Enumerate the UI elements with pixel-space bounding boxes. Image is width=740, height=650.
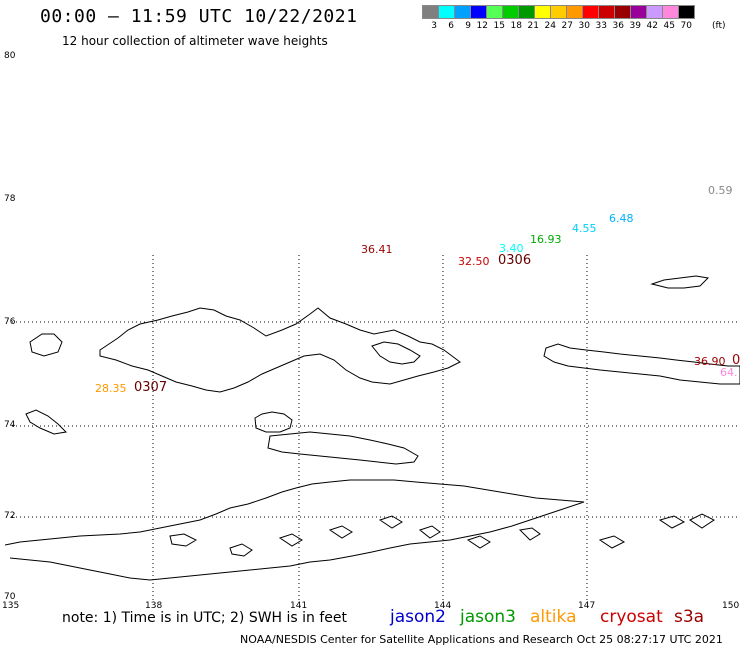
- scale-label: 45: [663, 21, 675, 31]
- satellite-legend-s3a: s3a: [674, 607, 705, 627]
- scale-label: 24: [544, 21, 556, 31]
- scale-label: 42: [646, 21, 658, 31]
- lon-label-138: 138: [145, 601, 163, 611]
- east-islands-coast: [543, 343, 740, 385]
- scale-label: 18: [510, 21, 522, 31]
- lat-label-80: 80: [4, 51, 16, 61]
- mainland-coast: [4, 479, 585, 581]
- lon-label-141: 141: [290, 601, 308, 611]
- scale-label: 36: [612, 21, 624, 31]
- wave-height-label: 4.55: [572, 222, 597, 235]
- satellite-legend-cryosat: cryosat: [600, 607, 663, 627]
- pass-time-label: 0: [732, 353, 740, 368]
- scale-label: 27: [561, 21, 573, 31]
- scale-label: 9: [465, 21, 471, 31]
- lon-label-150: 150: [722, 601, 740, 611]
- wave-height-label: 3.40: [499, 242, 524, 255]
- lat-label-70: 70: [4, 592, 16, 602]
- graticule: [12, 255, 740, 600]
- small-island-northeast: [650, 275, 710, 289]
- wave-height-label: 16.93: [530, 233, 562, 246]
- coastlines: [4, 275, 740, 581]
- indigirka-delta: [267, 431, 419, 465]
- scale-swatch-max: [678, 5, 695, 19]
- scale-label: 6: [448, 21, 454, 31]
- pass-time-label: 0307: [134, 380, 168, 395]
- wave-height-label: 6.48: [609, 212, 634, 225]
- wave-height-label: 32.50: [458, 255, 490, 268]
- satellite-legend-altika: altika: [530, 607, 577, 627]
- scale-label: 33: [595, 21, 607, 31]
- wave-height-label: 36.41: [361, 243, 393, 256]
- wave-height-label: 28.35: [95, 382, 127, 395]
- lat-label-74: 74: [4, 420, 16, 430]
- kotelny-lagoon: [371, 341, 421, 365]
- lat-label-72: 72: [4, 511, 16, 521]
- satellite-legend-jason3: jason3: [460, 607, 516, 627]
- lon-label-135: 135: [2, 601, 20, 611]
- color-scale: 3 6 9 12 15 18 21 24 27 30 33 36 39 42 45 70 (ft): [422, 5, 726, 31]
- map-title: 00:00 – 11:59 UTC 10/22/2021: [40, 6, 358, 27]
- new-siberian-islands-coast: [99, 307, 461, 393]
- scale-label: 70: [680, 21, 692, 31]
- satellite-legend-jason2: jason2: [390, 607, 446, 627]
- wave-height-label: 36.90: [694, 355, 726, 368]
- wave-height-label: 0.59: [708, 184, 733, 197]
- scale-label: 15: [493, 21, 505, 31]
- small-island-74: [25, 409, 68, 435]
- scale-label: 21: [527, 21, 539, 31]
- color-scale-labels: 3 6 9 12 15 18 21 24 27 30 33 36 39 42 45 70 (ft): [422, 21, 726, 31]
- map-subtitle: 12 hour collection of altimeter wave hei…: [62, 34, 328, 48]
- units-note: note: 1) Time is in UTC; 2) SWH is in fe…: [62, 610, 348, 626]
- lon-label-147: 147: [578, 601, 596, 611]
- bolshoy-lyakhovsky-island: [254, 411, 293, 433]
- lat-label-78: 78: [4, 194, 16, 204]
- color-scale-swatches: [422, 5, 726, 19]
- small-island-west: [29, 333, 63, 357]
- scale-label: 12: [476, 21, 488, 31]
- footer-credit: NOAA/NESDIS Center for Satellite Applica…: [240, 633, 723, 646]
- scale-label: 30: [578, 21, 590, 31]
- scale-label: 39: [629, 21, 641, 31]
- scale-label: 3: [431, 21, 437, 31]
- lat-label-76: 76: [4, 317, 16, 327]
- scale-unit: (ft): [712, 21, 726, 31]
- lon-label-144: 144: [434, 601, 452, 611]
- coastal-lagoons: [169, 513, 715, 557]
- wave-height-label: 64.: [720, 366, 738, 379]
- pass-time-label: 0306: [498, 253, 532, 268]
